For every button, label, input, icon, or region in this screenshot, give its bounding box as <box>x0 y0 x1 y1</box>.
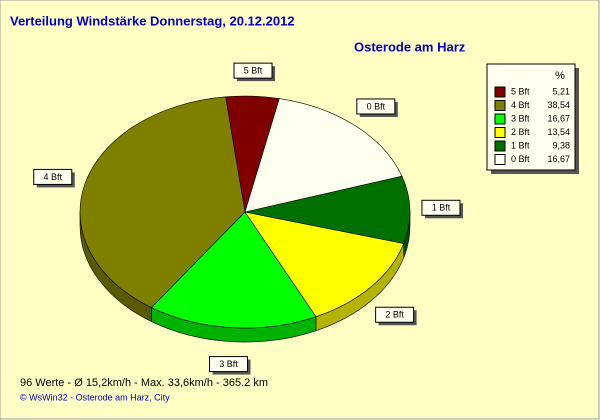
slice-label: 3 Bft <box>219 359 238 369</box>
slice-label: 0 Bft <box>367 101 386 111</box>
label-box <box>375 306 415 323</box>
legend-title: % <box>555 70 565 82</box>
chart-title: Verteilung Windstärke Donnerstag, 20.12.… <box>10 13 295 28</box>
legend-swatch <box>494 100 506 111</box>
legend-label: 5 Bft <box>511 86 530 96</box>
slice-label: 5 Bft <box>244 66 263 76</box>
slice-label: 2 Bft <box>385 310 404 320</box>
chart-subtitle: Osterode am Harz <box>354 39 466 54</box>
legend-swatch <box>494 154 506 165</box>
label-box <box>421 199 461 216</box>
footer: 96 Werte - Ø 15,2km/h - Max. 33,6km/h - … <box>20 377 268 389</box>
slice-label: 1 Bft <box>432 203 451 213</box>
slice <box>244 98 403 213</box>
slice-label: 4 Bft <box>43 172 62 182</box>
legend-label: 3 Bft <box>511 113 530 123</box>
slice <box>150 211 317 329</box>
legend-swatch <box>494 127 506 138</box>
legend-label: 1 Bft <box>511 140 530 150</box>
label-box <box>208 356 248 373</box>
legend-swatch <box>494 86 506 98</box>
label-box <box>356 98 396 115</box>
slice <box>244 211 405 318</box>
legend-label: 2 Bft <box>511 127 530 137</box>
legend-value: 5,21 <box>552 86 570 96</box>
slice <box>79 96 246 308</box>
legend-label: 4 Bft <box>511 100 530 110</box>
slice <box>244 175 411 244</box>
legend-value: 16,67 <box>547 113 570 123</box>
label-box <box>233 62 273 79</box>
legend-label: 0 Bft <box>511 154 530 164</box>
legend-swatch <box>494 113 506 125</box>
legend-value: 38,54 <box>547 100 570 110</box>
label-box <box>33 168 73 185</box>
legend-swatch <box>494 140 506 152</box>
legend-value: 13,54 <box>547 127 570 137</box>
legend-value: 9,38 <box>552 140 570 150</box>
credit: © WsWin32 - Osterode am Harz, City <box>20 392 170 402</box>
legend-value: 16,67 <box>547 154 570 164</box>
